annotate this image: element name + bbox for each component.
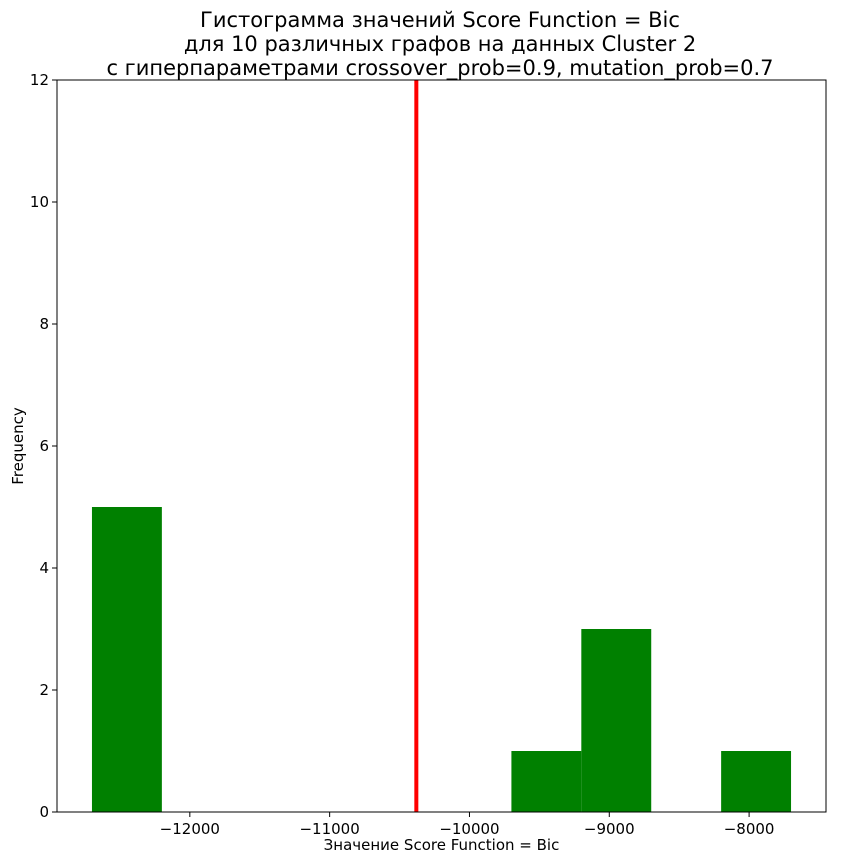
y-tick-label: 0	[39, 803, 49, 821]
y-tick-label: 2	[39, 681, 49, 699]
x-tick-label: −8000	[724, 820, 775, 838]
y-tick-label: 4	[39, 559, 49, 577]
x-tick-label: −9000	[584, 820, 635, 838]
chart-title-line-1: Гистограмма значений Score Function = Bi…	[200, 8, 680, 32]
histogram-bar	[511, 751, 582, 812]
y-axis-ticks: 0 2 4 6 8 10 12	[30, 71, 57, 821]
histogram-bar	[581, 629, 652, 812]
x-axis-label: Значение Score Function = Bic	[324, 836, 560, 854]
x-tick-label: −10000	[439, 820, 499, 838]
chart-title-line-3: с гиперпараметрами crossover_prob=0.9, m…	[106, 56, 773, 81]
x-tick-label: −12000	[160, 820, 220, 838]
histogram-bars	[91, 507, 792, 812]
x-axis-ticks: −12000 −11000 −10000 −9000 −8000	[160, 812, 775, 838]
histogram-bar	[721, 751, 792, 812]
y-tick-label: 10	[30, 193, 49, 211]
y-tick-label: 6	[39, 437, 49, 455]
y-tick-label: 12	[30, 71, 49, 89]
y-axis-label: Frequency	[9, 407, 27, 485]
y-tick-label: 8	[39, 315, 49, 333]
histogram-bar	[91, 507, 162, 812]
chart-title-line-2: для 10 различных графов на данных Cluste…	[184, 32, 696, 56]
plot-frame	[56, 79, 827, 813]
chart-title: Гистограмма значений Score Function = Bi…	[106, 8, 773, 81]
x-tick-label: −11000	[299, 820, 359, 838]
